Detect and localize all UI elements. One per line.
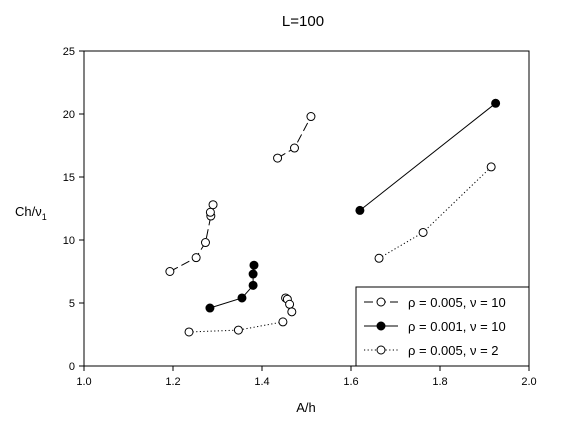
legend: ρ = 0.005, ν = 10 ρ = 0.001, ν = 10 ρ = 0.… <box>355 286 530 367</box>
data-point <box>306 112 316 122</box>
y-tick-label: 0 <box>69 361 75 373</box>
chart-title: L=100 <box>282 13 324 30</box>
x-axis-title: A/h <box>296 400 316 415</box>
y-axis-title-main: Ch/ν <box>15 204 42 219</box>
data-point <box>285 299 295 309</box>
legend-entries: ρ = 0.005, ν = 10 ρ = 0.001, ν = 10 ρ = 0.… <box>364 295 506 358</box>
series-3 <box>184 162 496 337</box>
data-point <box>249 260 259 270</box>
series-line <box>188 321 283 333</box>
series-1 <box>165 112 316 317</box>
legend-label: ρ = 0.005, ν = 10 <box>408 295 506 310</box>
data-point <box>165 267 175 276</box>
legend-marker <box>376 321 386 331</box>
x-tick-label: 1.6 <box>343 376 358 388</box>
data-point <box>374 253 384 263</box>
y-axis-title: Ch/ν1 <box>15 204 47 222</box>
y-tick-label: 10 <box>63 235 75 247</box>
data-point <box>491 98 501 108</box>
y-tick-label: 25 <box>63 46 75 58</box>
y-axis-title-sub: 1 <box>42 212 47 222</box>
legend-label: ρ = 0.005, ν = 2 <box>408 343 499 358</box>
series-2 <box>205 98 501 313</box>
series-line <box>209 265 255 309</box>
data-point <box>200 238 210 248</box>
y-tick-label: 20 <box>63 109 75 121</box>
series-line <box>359 102 496 211</box>
data-point <box>205 207 215 217</box>
x-tick-label: 2.0 <box>521 376 536 388</box>
data-point <box>208 200 218 210</box>
legend-marker <box>376 345 386 355</box>
data-point <box>205 303 215 313</box>
legend-label: ρ = 0.001, ν = 10 <box>408 319 506 334</box>
y-tick-label: 5 <box>69 298 75 310</box>
legend-marker <box>376 297 386 307</box>
plot-frame <box>83 50 530 367</box>
x-tick-label: 1.2 <box>165 376 180 388</box>
data-point <box>287 307 297 317</box>
x-tick-label: 1.0 <box>76 376 91 388</box>
series-line <box>378 166 492 259</box>
data-point <box>248 280 258 290</box>
data-point <box>486 162 496 172</box>
data-point <box>184 327 194 337</box>
data-point <box>355 205 365 215</box>
y-axis-ticks: 0 5 10 15 20 25 <box>63 46 84 373</box>
data-point <box>191 253 201 263</box>
data-point <box>233 325 243 335</box>
data-point <box>237 293 247 303</box>
y-tick-label: 15 <box>63 172 75 184</box>
data-point <box>248 269 258 279</box>
data-point <box>278 317 288 327</box>
x-axis-ticks: 1.0 1.2 1.4 1.6 1.8 2.0 <box>76 366 537 388</box>
data-point <box>273 153 283 163</box>
data-point <box>289 143 299 153</box>
series-layer <box>165 98 501 337</box>
x-tick-label: 1.8 <box>432 376 447 388</box>
data-point <box>418 227 428 237</box>
x-tick-label: 1.4 <box>254 376 269 388</box>
